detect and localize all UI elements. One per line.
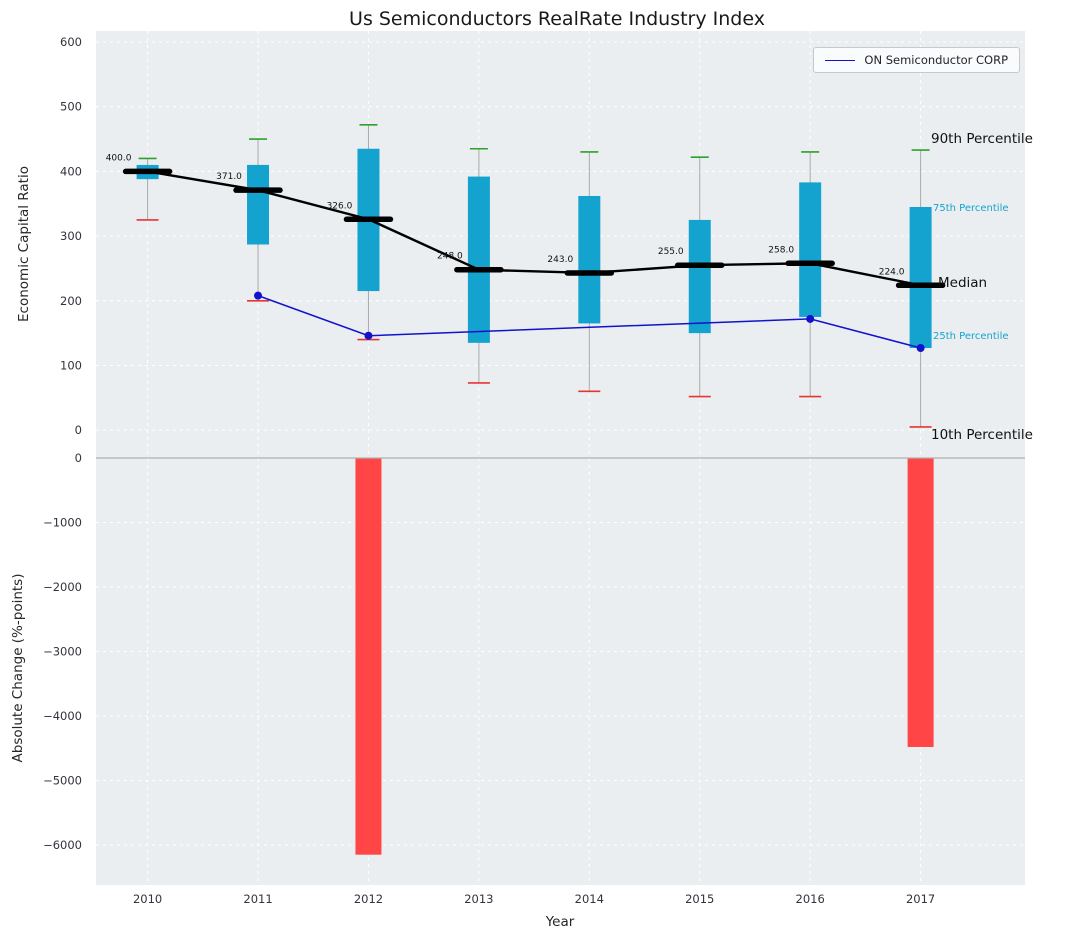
median-value-label-2011: 371.0 xyxy=(216,172,242,182)
y-tick-top-500: 500 xyxy=(60,100,82,114)
on-semiconductor-point-2016 xyxy=(806,314,815,323)
on-semiconductor-point-2011 xyxy=(254,291,263,300)
median-value-label-2012: 326.0 xyxy=(327,201,353,211)
x-tick-2011: 2011 xyxy=(243,892,272,906)
annotation-75th-percentile: 75th Percentile xyxy=(933,203,1009,214)
box-2015 xyxy=(688,219,711,334)
y-tick-bottom--4000: −4000 xyxy=(43,709,82,723)
y-tick-top-100: 100 xyxy=(60,358,82,372)
median-value-label-2013: 248.0 xyxy=(437,252,463,262)
plot-background-bottom xyxy=(96,458,1025,885)
x-tick-2015: 2015 xyxy=(685,892,714,906)
median-value-label-2010: 400.0 xyxy=(106,153,132,163)
y-tick-top-600: 600 xyxy=(60,35,82,49)
y-tick-bottom--1000: −1000 xyxy=(43,516,82,530)
plot-background-top xyxy=(96,31,1025,458)
legend-label: ON Semiconductor CORP xyxy=(864,53,1008,67)
y-tick-top-200: 200 xyxy=(60,294,82,308)
box-2011 xyxy=(247,164,270,245)
x-tick-2014: 2014 xyxy=(575,892,604,906)
y-tick-top-300: 300 xyxy=(60,229,82,243)
chart-title: Us Semiconductors RealRate Industry Inde… xyxy=(349,8,765,30)
median-value-label-2015: 255.0 xyxy=(658,247,684,257)
y-tick-bottom--3000: −3000 xyxy=(43,645,82,659)
median-value-label-2014: 243.0 xyxy=(547,255,573,265)
box-2017 xyxy=(909,206,932,349)
x-tick-2010: 2010 xyxy=(133,892,162,906)
y-tick-bottom-0: 0 xyxy=(75,451,82,465)
x-tick-2017: 2017 xyxy=(906,892,935,906)
on-semiconductor-line xyxy=(257,294,921,349)
annotation-25th-percentile: 25th Percentile xyxy=(933,331,1009,342)
median-value-label-2017: 224.0 xyxy=(879,267,905,277)
y-tick-bottom--6000: −6000 xyxy=(43,838,82,852)
box-2016 xyxy=(799,182,822,317)
annotation-90th-percentile: 90th Percentile xyxy=(931,131,1033,147)
box-2013 xyxy=(467,176,490,343)
median-value-label-2016: 258.0 xyxy=(768,245,794,255)
y-axis-label-bottom: Absolute Change (%-points) xyxy=(10,573,26,763)
y-axis-label-top: Economic Capital Ratio xyxy=(16,166,32,322)
y-tick-bottom--5000: −5000 xyxy=(43,774,82,788)
on-semiconductor-point-2012 xyxy=(364,331,373,340)
x-axis-label: Year xyxy=(545,914,575,930)
y-tick-top-400: 400 xyxy=(60,164,82,178)
x-tick-2012: 2012 xyxy=(354,892,383,906)
legend-line-swatch xyxy=(825,59,856,61)
change-bar-2012 xyxy=(355,458,382,855)
box-2014 xyxy=(578,195,601,324)
change-bar-2017 xyxy=(907,458,934,747)
legend: ON Semiconductor CORP xyxy=(813,47,1020,73)
annotation-median: Median xyxy=(938,275,988,291)
annotation-10th-percentile: 10th Percentile xyxy=(931,427,1033,443)
y-tick-bottom--2000: −2000 xyxy=(43,580,82,594)
y-tick-top-0: 0 xyxy=(75,423,82,437)
x-tick-2013: 2013 xyxy=(464,892,493,906)
x-tick-2016: 2016 xyxy=(796,892,825,906)
on-semiconductor-point-2017 xyxy=(916,344,925,353)
